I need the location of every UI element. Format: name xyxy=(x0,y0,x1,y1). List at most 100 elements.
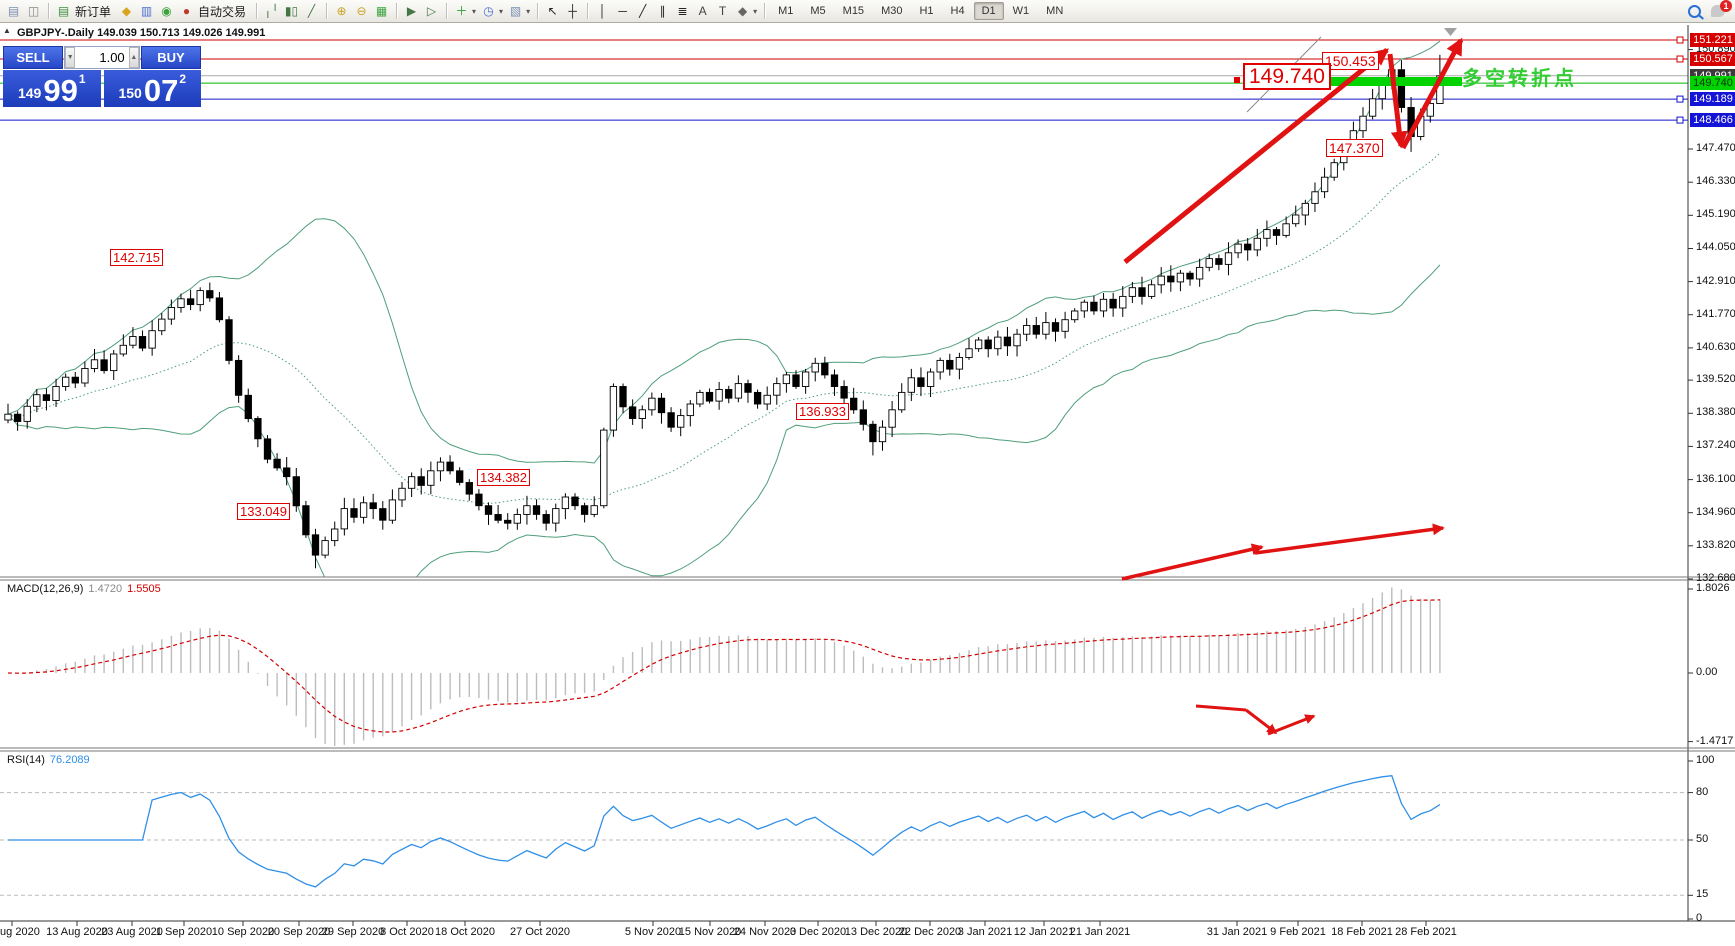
rsi-value: 76.2089 xyxy=(49,754,90,766)
price-tick: 142.910 xyxy=(1696,275,1735,287)
date-label: 3 Jan 2021 xyxy=(957,926,1013,938)
arrows-icon[interactable]: ◆ xyxy=(737,3,748,18)
bar-chart-icon[interactable]: ╷╵ xyxy=(264,3,279,18)
timeframe-m1[interactable]: M1 xyxy=(778,5,794,17)
line-chart-icon[interactable]: ╱ xyxy=(307,3,316,18)
channel-icon[interactable]: ∥ xyxy=(659,3,666,18)
hline-icon[interactable]: ─ xyxy=(618,3,627,18)
timeframe-d1[interactable]: D1 xyxy=(973,2,1004,20)
auto-trading-icon[interactable]: ● xyxy=(182,3,191,18)
timeframe-m15[interactable]: M15 xyxy=(842,5,865,17)
market-watch-icon[interactable]: ▤ xyxy=(7,3,20,18)
sell-quote[interactable]: 149 99 1 xyxy=(3,70,101,107)
macd-label: MACD(12,26,9) 1.4720 1.5505 xyxy=(7,583,161,595)
rsi-tick: 0 xyxy=(1696,912,1703,924)
macd-pane xyxy=(7,587,1441,746)
date-label: 3 Dec 2020 xyxy=(789,926,847,938)
timeframe-w1[interactable]: W1 xyxy=(1012,5,1030,17)
price-flag-136.933[interactable]: 136.933 xyxy=(796,403,849,420)
price-tick: 136.100 xyxy=(1696,473,1735,485)
cursor-icon[interactable]: ↖ xyxy=(547,3,558,18)
periods-icon-dropdown[interactable]: ▾ xyxy=(499,6,504,16)
indicators-icon[interactable]: ＋ xyxy=(455,3,468,18)
new-order-icon-label[interactable]: 新订单 xyxy=(75,4,112,19)
price-flag-134.382[interactable]: 134.382 xyxy=(477,469,530,486)
indicators-icon-dropdown[interactable]: ▾ xyxy=(472,6,477,16)
macd-signal-value: 1.5505 xyxy=(127,583,161,595)
timeframe-mn[interactable]: MN xyxy=(1046,5,1064,17)
rsi-name: RSI(14) xyxy=(7,754,45,766)
signals-icon[interactable]: ◉ xyxy=(161,3,172,18)
timeframe-m5[interactable]: M5 xyxy=(810,5,826,17)
toolbar-separator xyxy=(396,3,398,19)
new-order-icon[interactable]: ▤ xyxy=(57,3,70,18)
price-flag-149.740[interactable]: 149.740 xyxy=(1243,63,1331,90)
date-label: 28 Feb 2021 xyxy=(1395,926,1457,938)
sell-button[interactable]: SELL xyxy=(3,46,63,69)
date-label: 5 Nov 2020 xyxy=(624,926,682,938)
terminal-icon[interactable]: ▥ xyxy=(140,3,153,18)
fibonacci-icon[interactable]: ≣ xyxy=(677,3,688,18)
toolbar: ▤ ◫ ▤ 新订单 ◆ ▥ ◉ ● 自动交易 ╷╵ ▮▯ ╱ ⊕ ⊖ ▦ ▶ ▷ ＋ ▾ ◷ ▾ ▧ ▾ ↖ ┼ │ ─ ╱ ∥ ≣ A T ◆… xyxy=(0,0,1735,23)
price-flag-147.370[interactable]: 147.370 xyxy=(1326,139,1383,157)
data-window-icon[interactable]: ◫ xyxy=(27,3,40,18)
volume-down-button[interactable]: ▼ xyxy=(65,47,76,68)
templates-icon[interactable]: ▧ xyxy=(509,3,522,18)
trendline-icon[interactable]: ╱ xyxy=(638,3,647,18)
notification-badge: 1 xyxy=(1720,0,1732,12)
volume-input[interactable] xyxy=(75,47,129,68)
date-label: 23 Aug 2020 xyxy=(101,926,163,938)
date-label: 15 Nov 2020 xyxy=(678,926,742,938)
price-tag-148.466: 148.466 xyxy=(1690,113,1735,127)
toolbar-separator xyxy=(537,3,539,19)
deposit-icon[interactable]: ◆ xyxy=(121,3,132,18)
zoom-in-icon[interactable]: ⊕ xyxy=(336,3,347,18)
vline-icon[interactable]: │ xyxy=(598,3,607,18)
timeframe-h4[interactable]: H4 xyxy=(950,5,965,17)
price-tag-151.221: 151.221 xyxy=(1690,33,1735,47)
rsi-tick: 50 xyxy=(1696,833,1709,845)
price-flag-142.715[interactable]: 142.715 xyxy=(110,249,163,266)
price-tick: 147.470 xyxy=(1696,142,1735,154)
price-tag-150.567: 150.567 xyxy=(1690,52,1735,66)
macd-tick: 1.8026 xyxy=(1696,582,1730,594)
price-flag-133.049[interactable]: 133.049 xyxy=(237,503,290,520)
buy-quote[interactable]: 150 07 2 xyxy=(103,70,201,107)
one-click-trade-panel: SELL ▼ ▲ BUY 149 99 1 150 07 2 xyxy=(3,46,201,107)
date-label: 10 Sep 2020 xyxy=(211,926,275,938)
buy-button[interactable]: BUY xyxy=(141,46,201,69)
macd-name: MACD(12,26,9) xyxy=(7,583,84,595)
crosshair-icon[interactable]: ┼ xyxy=(568,3,577,18)
tile-windows-icon[interactable]: ▦ xyxy=(375,3,388,18)
candle-chart-icon[interactable]: ▮▯ xyxy=(284,3,299,18)
auto-scroll-icon[interactable]: ▶ xyxy=(406,3,417,18)
price-tick: 133.820 xyxy=(1696,539,1735,551)
macd-value: 1.4720 xyxy=(88,583,123,595)
date-label: 8 Oct 2020 xyxy=(380,926,434,938)
timeframe-m30[interactable]: M30 xyxy=(881,5,903,17)
text-icon[interactable]: A xyxy=(698,3,707,18)
volume-up-button[interactable]: ▲ xyxy=(128,47,139,68)
toolbar-separator xyxy=(256,3,258,19)
chart-shift-icon[interactable]: ▷ xyxy=(426,3,437,18)
label-icon[interactable]: T xyxy=(718,3,727,18)
auto-trading-icon-label[interactable]: 自动交易 xyxy=(198,4,247,19)
arrows-icon-dropdown[interactable]: ▾ xyxy=(753,6,758,16)
price-tick: 144.050 xyxy=(1696,241,1735,253)
periods-icon[interactable]: ◷ xyxy=(483,3,494,18)
notifications-icon[interactable]: 1 xyxy=(1711,0,1732,17)
date-label: 1 Sep 2020 xyxy=(155,926,213,938)
price-tag-149.740: 149.740 xyxy=(1690,76,1735,90)
price-tick: 141.770 xyxy=(1696,308,1735,320)
timeframe-h1[interactable]: H1 xyxy=(919,5,934,17)
templates-icon-dropdown[interactable]: ▾ xyxy=(526,6,531,16)
zoom-out-icon[interactable]: ⊖ xyxy=(356,3,367,18)
search-icon[interactable] xyxy=(1688,4,1701,18)
price-flag-150.453[interactable]: 150.453 xyxy=(1322,52,1379,70)
toolbar-separator xyxy=(587,3,589,19)
date-label: 31 Jan 2021 xyxy=(1206,926,1268,938)
price-tick: 140.630 xyxy=(1696,341,1735,353)
rsi-tick: 15 xyxy=(1696,888,1709,900)
